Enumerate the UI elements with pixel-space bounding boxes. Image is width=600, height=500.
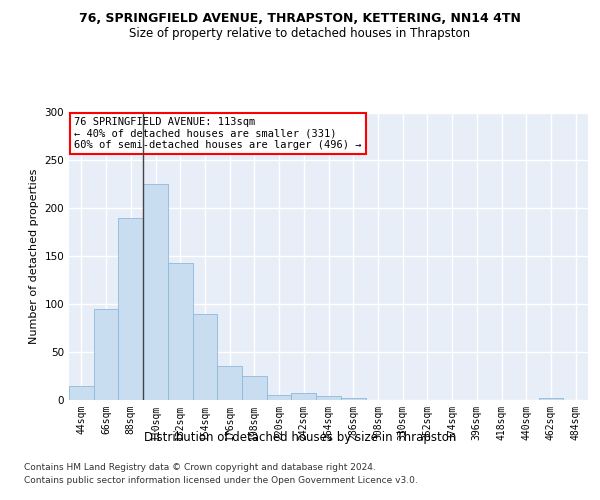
Bar — [217, 366, 242, 400]
Y-axis label: Number of detached properties: Number of detached properties — [29, 168, 39, 344]
Bar — [94, 309, 118, 400]
Bar — [539, 398, 563, 400]
Bar — [143, 184, 168, 400]
Bar — [118, 218, 143, 400]
Bar — [69, 386, 94, 400]
Bar — [267, 395, 292, 400]
Text: 76, SPRINGFIELD AVENUE, THRAPSTON, KETTERING, NN14 4TN: 76, SPRINGFIELD AVENUE, THRAPSTON, KETTE… — [79, 12, 521, 26]
Text: Distribution of detached houses by size in Thrapston: Distribution of detached houses by size … — [144, 431, 456, 444]
Text: Contains public sector information licensed under the Open Government Licence v3: Contains public sector information licen… — [24, 476, 418, 485]
Bar — [193, 314, 217, 400]
Bar — [292, 394, 316, 400]
Bar — [316, 396, 341, 400]
Text: 76 SPRINGFIELD AVENUE: 113sqm
← 40% of detached houses are smaller (331)
60% of : 76 SPRINGFIELD AVENUE: 113sqm ← 40% of d… — [74, 117, 362, 150]
Text: Size of property relative to detached houses in Thrapston: Size of property relative to detached ho… — [130, 28, 470, 40]
Text: Contains HM Land Registry data © Crown copyright and database right 2024.: Contains HM Land Registry data © Crown c… — [24, 464, 376, 472]
Bar — [341, 398, 365, 400]
Bar — [168, 263, 193, 400]
Bar — [242, 376, 267, 400]
